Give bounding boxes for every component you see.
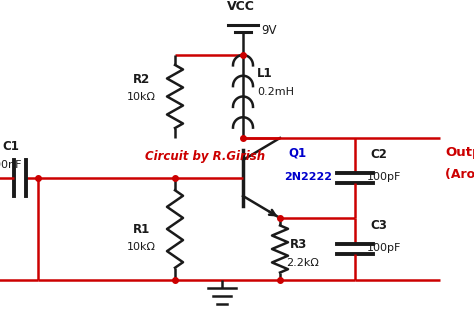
Text: C1: C1 (2, 140, 19, 153)
Text: R1: R1 (133, 223, 150, 236)
Text: 10kΩ: 10kΩ (127, 92, 156, 102)
Text: Output: Output (445, 146, 474, 159)
Text: L1: L1 (257, 67, 273, 80)
Text: 100pF: 100pF (367, 172, 401, 182)
Text: C2: C2 (370, 148, 387, 161)
Text: Q1: Q1 (288, 146, 306, 159)
Text: R3: R3 (290, 238, 307, 251)
Text: 100pF: 100pF (367, 243, 401, 253)
Text: C3: C3 (370, 219, 387, 232)
Text: 10kΩ: 10kΩ (127, 242, 156, 252)
Text: 2.2kΩ: 2.2kΩ (286, 258, 319, 268)
Text: R2: R2 (133, 73, 150, 86)
Text: VCC: VCC (227, 0, 255, 13)
Text: 100nF: 100nF (0, 160, 22, 170)
Text: 2N2222: 2N2222 (284, 172, 332, 182)
Text: 9V: 9V (261, 24, 276, 36)
Text: Circuit by R.Girish: Circuit by R.Girish (145, 150, 265, 163)
Text: 0.2mH: 0.2mH (257, 87, 294, 97)
Text: (Around 30Mhz): (Around 30Mhz) (445, 168, 474, 181)
